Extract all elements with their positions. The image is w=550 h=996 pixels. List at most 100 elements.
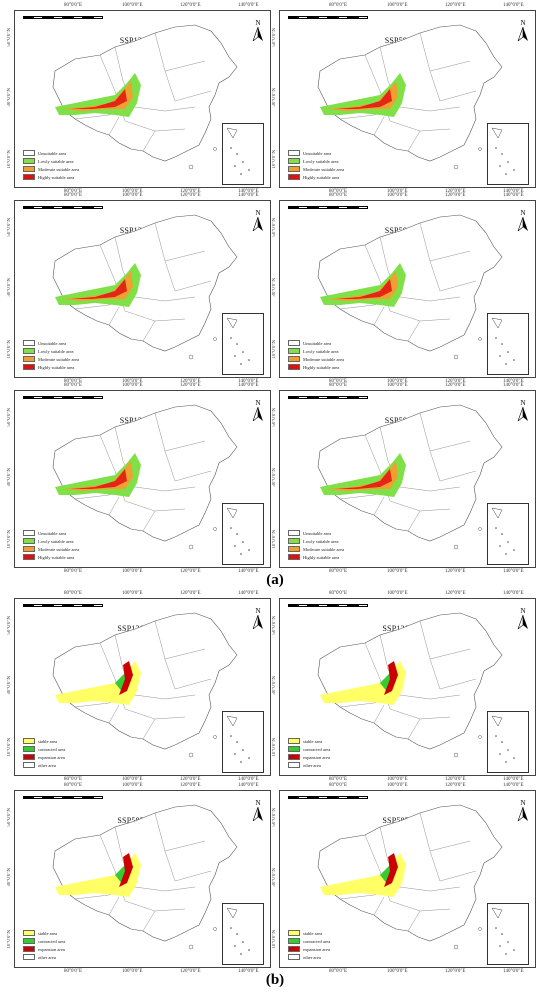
legend-item: stable area: [288, 737, 330, 745]
latitude-tick: 50°0'0"N: [7, 616, 12, 635]
south-china-sea-inset: [487, 313, 529, 375]
legend-label: Lowly suitable area: [38, 158, 74, 164]
north-arrow-icon: N: [517, 210, 529, 236]
longitude-tick: 140°0'0"E: [238, 189, 259, 194]
longitude-tick: 80°0'0"E: [64, 379, 82, 384]
map-legend: stable area contracted area expansion area…: [288, 737, 330, 769]
latitude-tick: 50°0'0"N: [272, 28, 277, 47]
longitude-tick: 80°0'0"E: [329, 383, 347, 388]
legend-label: other area: [38, 762, 56, 768]
longitude-tick: 80°0'0"E: [329, 783, 347, 788]
south-china-sea-inset: [222, 503, 264, 565]
map-legend: stable area contracted area expansion area…: [288, 929, 330, 961]
legend-item: Unsuitable area: [288, 529, 344, 537]
legend-swatch: [23, 166, 35, 172]
legend-label: Highly suitable area: [303, 364, 340, 370]
legend-item: stable area: [288, 929, 330, 937]
latitude-tick: 30°0'0"N: [7, 676, 12, 695]
longitude-tick: 140°0'0"E: [238, 783, 259, 788]
north-arrow-icon: N: [517, 400, 529, 426]
map-legend: Unsuitable area Lowly suitable area Modera…: [23, 529, 79, 561]
longitude-tick: 140°0'0"E: [238, 569, 259, 574]
longitude-tick: 100°0'0"E: [122, 3, 143, 8]
longitude-tick: 100°0'0"E: [122, 783, 143, 788]
longitude-tick: 140°0'0"E: [238, 383, 259, 388]
latitude-tick: 30°0'0"N: [272, 868, 277, 887]
latitude-tick: 50°0'0"N: [272, 616, 277, 635]
legend-label: Moderate suitable area: [303, 166, 344, 172]
legend-swatch: [288, 166, 300, 172]
longitude-tick: 120°0'0"E: [180, 193, 201, 198]
legend-item: Highly suitable area: [288, 553, 344, 561]
longitude-tick: 100°0'0"E: [387, 383, 408, 388]
legend-swatch: [288, 738, 300, 744]
scale-bar: [23, 206, 103, 209]
longitude-tick: 80°0'0"E: [64, 193, 82, 198]
legend-swatch: [23, 554, 35, 560]
legend-swatch: [288, 546, 300, 552]
legend-item: Lowly suitable area: [23, 537, 79, 545]
legend-item: Moderate suitable area: [288, 165, 344, 173]
longitude-tick: 80°0'0"E: [329, 193, 347, 198]
south-china-sea-inset: [487, 903, 529, 965]
legend-label: stable area: [303, 930, 323, 936]
scale-bar: [23, 16, 103, 19]
longitude-tick: 80°0'0"E: [64, 3, 82, 8]
legend-swatch: [23, 938, 35, 944]
scale-bar: [288, 396, 368, 399]
legend-item: Moderate suitable area: [288, 545, 344, 553]
longitude-tick: 100°0'0"E: [122, 569, 143, 574]
legend-swatch: [23, 746, 35, 752]
longitude-tick: 140°0'0"E: [238, 193, 259, 198]
scale-bar: [288, 206, 368, 209]
legend-item: expansion area: [23, 753, 65, 761]
legend-item: Moderate suitable area: [23, 545, 79, 553]
legend-swatch: [23, 954, 35, 960]
legend-label: Unsuitable area: [38, 530, 67, 536]
longitude-tick: 100°0'0"E: [122, 379, 143, 384]
legend-swatch: [288, 150, 300, 156]
legend-swatch: [23, 150, 35, 156]
longitude-tick: 120°0'0"E: [180, 591, 201, 596]
north-arrow-icon: N: [252, 210, 264, 236]
longitude-tick: 120°0'0"E: [445, 777, 466, 782]
legend-swatch: [23, 364, 35, 370]
legend-label: Moderate suitable area: [38, 546, 79, 552]
legend-swatch: [288, 746, 300, 752]
north-arrow-icon: N: [517, 20, 529, 46]
longitude-tick: 100°0'0"E: [387, 777, 408, 782]
legend-label: stable area: [38, 738, 58, 744]
longitude-tick: 80°0'0"E: [329, 777, 347, 782]
china-map: [317, 804, 503, 950]
legend-swatch: [23, 174, 35, 180]
china-map: [317, 24, 503, 170]
longitude-tick: 100°0'0"E: [122, 383, 143, 388]
latitude-tick: 10°0'0"N: [272, 738, 277, 757]
longitude-tick: 80°0'0"E: [64, 777, 82, 782]
legend-item: Unsuitable area: [288, 149, 344, 157]
legend-item: Unsuitable area: [288, 339, 344, 347]
longitude-tick: 140°0'0"E: [238, 591, 259, 596]
legend-label: stable area: [303, 738, 323, 744]
legend-item: expansion area: [288, 753, 330, 761]
legend-swatch: [23, 356, 35, 362]
legend-swatch: [288, 356, 300, 362]
scale-bar: [288, 796, 368, 799]
legend-item: Highly suitable area: [23, 553, 79, 561]
legend-label: expansion area: [38, 946, 65, 952]
legend-item: Unsuitable area: [23, 529, 79, 537]
china-map: [52, 24, 238, 170]
longitude-tick: 100°0'0"E: [122, 777, 143, 782]
longitude-tick: 100°0'0"E: [122, 189, 143, 194]
longitude-tick: 140°0'0"E: [238, 3, 259, 8]
legend-label: Highly suitable area: [303, 174, 340, 180]
china-map: [317, 214, 503, 360]
legend-label: other area: [38, 954, 56, 960]
longitude-tick: 80°0'0"E: [64, 383, 82, 388]
legend-label: contracted area: [303, 938, 331, 944]
longitude-tick: 120°0'0"E: [445, 379, 466, 384]
legend-swatch: [288, 364, 300, 370]
legend-swatch: [23, 340, 35, 346]
